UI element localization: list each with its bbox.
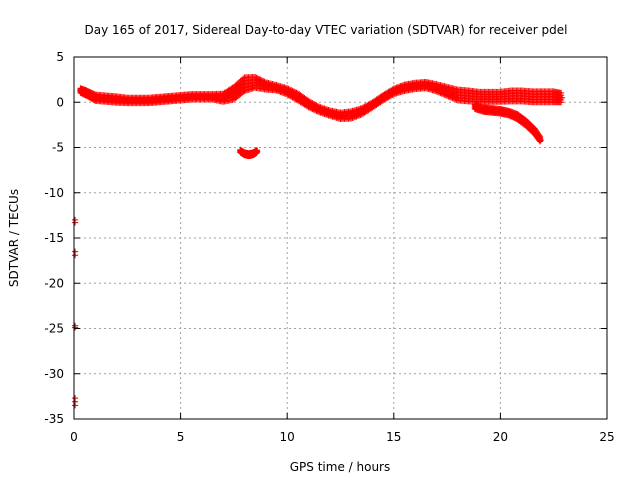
- data-point: [256, 75, 263, 82]
- data-point: [257, 76, 264, 83]
- data-point: [252, 73, 259, 80]
- x-tick-label: 20: [493, 430, 508, 444]
- data-point: [559, 94, 566, 101]
- outlier-point: [72, 252, 79, 259]
- data-point: [254, 148, 261, 155]
- y-tick-label: -10: [44, 186, 64, 200]
- x-tick-label: 0: [70, 430, 78, 444]
- data-point: [253, 74, 260, 81]
- ticks: 0 5 10 15 20 25 5 0 -5 -10 -15 -20 -25 -30 -35: [44, 50, 614, 444]
- data-point: [537, 133, 544, 140]
- y-tick-label: -5: [52, 141, 64, 155]
- chart-title: Day 165 of 2017, Sidereal Day-to-day VTE…: [85, 23, 568, 37]
- data-point: [260, 77, 267, 84]
- data-point: [258, 77, 265, 84]
- grid: [74, 57, 607, 419]
- x-tick-label: 5: [177, 430, 185, 444]
- y-tick-label: -20: [44, 276, 64, 290]
- outlier-point: [72, 402, 79, 409]
- x-tick-label: 15: [386, 430, 401, 444]
- y-tick-label: 0: [56, 95, 64, 109]
- outlier-point: [72, 324, 79, 331]
- y-tick-label: 5: [56, 50, 64, 64]
- data-point: [537, 137, 544, 144]
- y-tick-label: -25: [44, 322, 64, 336]
- data-point: [253, 147, 260, 154]
- x-axis-label: GPS time / hours: [290, 460, 391, 474]
- x-tick-label: 10: [280, 430, 295, 444]
- data-point: [558, 89, 565, 96]
- y-tick-label: -35: [44, 412, 64, 426]
- outlier-point: [72, 219, 79, 226]
- data-points: [72, 73, 566, 409]
- y-axis-label: SDTVAR / TECUs: [7, 189, 21, 287]
- y-tick-label: -15: [44, 231, 64, 245]
- data-point: [254, 75, 261, 82]
- x-tick-label: 25: [599, 430, 614, 444]
- y-tick-label: -30: [44, 367, 64, 381]
